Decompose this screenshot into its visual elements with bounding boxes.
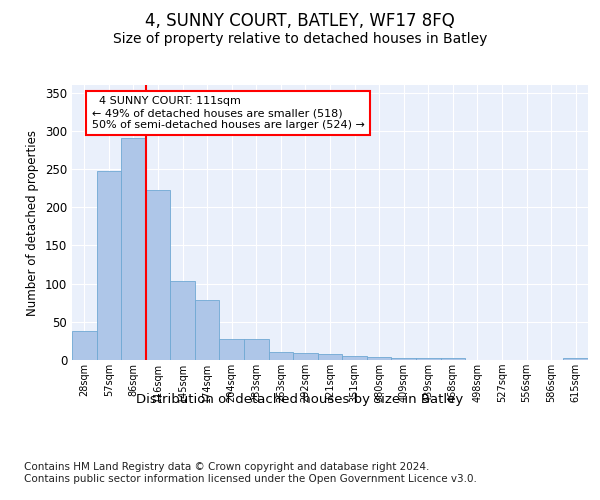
Bar — [220, 338, 244, 360]
Bar — [72, 331, 97, 360]
Bar — [170, 280, 195, 360]
Bar — [244, 338, 269, 360]
Bar — [269, 352, 293, 360]
Bar — [97, 170, 121, 360]
Bar — [416, 358, 440, 360]
Bar — [195, 300, 220, 360]
Text: 4 SUNNY COURT: 111sqm
← 49% of detached houses are smaller (518)
50% of semi-det: 4 SUNNY COURT: 111sqm ← 49% of detached … — [92, 96, 365, 130]
Bar — [121, 138, 146, 360]
Bar — [440, 358, 465, 360]
Y-axis label: Number of detached properties: Number of detached properties — [26, 130, 40, 316]
Bar — [563, 358, 588, 360]
Text: Distribution of detached houses by size in Batley: Distribution of detached houses by size … — [136, 392, 464, 406]
Bar — [342, 356, 367, 360]
Bar — [318, 354, 342, 360]
Bar — [367, 357, 391, 360]
Text: Contains HM Land Registry data © Crown copyright and database right 2024.
Contai: Contains HM Land Registry data © Crown c… — [24, 462, 477, 484]
Bar — [391, 358, 416, 360]
Bar — [146, 190, 170, 360]
Text: Size of property relative to detached houses in Batley: Size of property relative to detached ho… — [113, 32, 487, 46]
Bar — [293, 353, 318, 360]
Text: 4, SUNNY COURT, BATLEY, WF17 8FQ: 4, SUNNY COURT, BATLEY, WF17 8FQ — [145, 12, 455, 30]
